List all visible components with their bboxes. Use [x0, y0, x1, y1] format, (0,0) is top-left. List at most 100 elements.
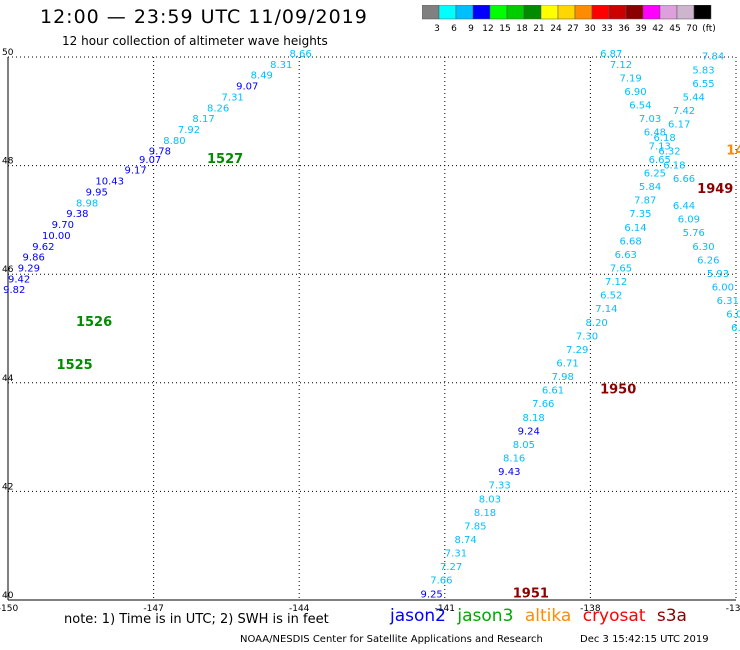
time-label: 1950 — [600, 383, 636, 398]
satellite-legend: jason2 jason3 altika cryosat s3a — [390, 606, 693, 626]
wave-height-label: 6.32 — [658, 147, 680, 158]
x-tick-label: -144 — [289, 604, 310, 614]
chart-title: 12:00 — 23:59 UTC 11/09/2019 — [40, 6, 368, 28]
wave-height-label: 9.78 — [149, 147, 171, 158]
x-tick-label: -147 — [143, 604, 163, 614]
wave-height-label: 7.87 — [634, 196, 656, 207]
wave-height-label: 8.20 — [586, 318, 608, 329]
wave-height-label: 9.86 — [23, 253, 45, 264]
wave-height-label: 9.70 — [52, 220, 74, 231]
colorbar-label: 36 — [618, 24, 630, 34]
wave-height-label: 9.62 — [32, 242, 54, 253]
wave-height-label: 7.31 — [222, 92, 244, 103]
colorbar-label: 30 — [584, 24, 596, 34]
wave-height-label: 9.07 — [236, 82, 258, 93]
wave-height-label: 6.63 — [615, 250, 637, 261]
wave-height-label: 7.31 — [445, 549, 467, 560]
wave-height-label: 8.74 — [455, 535, 477, 546]
wave-height-label: 7.30 — [576, 331, 598, 342]
colorbar-label: 45 — [669, 24, 680, 34]
wave-height-label: 6.26 — [697, 255, 719, 266]
colorbar-swatch — [693, 5, 712, 20]
wave-height-label: 7.12 — [605, 277, 627, 288]
wave-height-label: 7.33 — [488, 481, 510, 492]
wave-height-label: 8.16 — [503, 454, 525, 465]
wave-height-label: 8.26 — [207, 103, 229, 114]
wave-height-label: 6.06 — [726, 310, 740, 321]
wave-height-label: 7.14 — [595, 304, 617, 315]
wave-height-label: 5.84 — [639, 182, 661, 193]
wave-height-label: 8.49 — [251, 71, 273, 82]
colorbar-label: 15 — [499, 24, 510, 34]
wave-height-label: 6.17 — [668, 120, 690, 131]
wave-height-label: 9.25 — [421, 589, 443, 600]
y-tick-label: 42 — [2, 482, 13, 492]
wave-height-label: 6.31 — [717, 296, 739, 307]
wave-height-label: 7.12 — [610, 60, 632, 71]
time-label: 1949 — [697, 182, 733, 197]
sat-legend-altika: altika — [524, 606, 572, 626]
wave-height-label: 7.13 — [649, 141, 671, 152]
sat-legend-jason3: jason3 — [457, 606, 514, 626]
wave-height-label: 7.92 — [178, 125, 200, 136]
wave-height-label: 7.03 — [639, 114, 661, 125]
wave-height-label: 5.93 — [707, 269, 729, 280]
colorbar-label: (ft) — [702, 24, 716, 34]
wave-height-label: 6.48 — [644, 128, 666, 139]
wave-height-label: 7.66 — [532, 399, 554, 410]
wave-height-label: 6.25 — [644, 168, 666, 179]
wave-height-label: 7.29 — [566, 345, 588, 356]
wave-height-label: 8.80 — [163, 136, 185, 147]
wave-height-label: 8.05 — [513, 440, 535, 451]
colorbar-label: 39 — [635, 24, 647, 34]
wave-height-label: 6.66 — [673, 174, 695, 185]
wave-height-label: 8.66 — [289, 49, 311, 60]
wave-height-label: 6.30 — [692, 242, 714, 253]
wave-height-label: 9.95 — [86, 187, 108, 198]
wave-height-label: 7.19 — [620, 73, 642, 84]
time-label: 1526 — [76, 315, 112, 330]
x-tick-label: -135 — [726, 604, 740, 614]
wave-height-label: 8.31 — [270, 60, 292, 71]
wave-height-label: 6.52 — [600, 291, 622, 302]
wave-height-label: 7.42 — [673, 106, 695, 117]
wave-height-label: 10.43 — [95, 177, 124, 188]
wave-height-label: 6.44 — [673, 201, 695, 212]
footer-credit: NOAA/NESDIS Center for Satellite Applica… — [240, 634, 543, 645]
wave-height-label: 7.66 — [430, 576, 452, 587]
wave-height-label: 8.98 — [76, 198, 98, 209]
y-tick-label: 44 — [2, 374, 14, 384]
wave-height-label: 6.18 — [653, 133, 675, 144]
wave-height-label: 6.09 — [678, 215, 700, 226]
colorbar-label: 18 — [516, 24, 528, 34]
wave-height-label: 6.18 — [663, 160, 685, 171]
wave-height-label: 6.87 — [600, 49, 622, 60]
wave-height-label: 5.44 — [683, 92, 705, 103]
sat-legend-cryosat: cryosat — [582, 606, 646, 626]
colorbar-label: 3 — [434, 24, 440, 34]
wave-height-label: 9.43 — [498, 467, 520, 478]
colorbar-label: 27 — [567, 24, 578, 34]
wave-height-label: 6.90 — [624, 87, 646, 98]
wave-height-label: 6.14 — [624, 223, 646, 234]
wave-height-label: 9.07 — [139, 155, 161, 166]
wave-height-label: 6.54 — [629, 101, 651, 112]
wave-height-label: 6.55 — [692, 79, 714, 90]
x-tick-label: -150 — [0, 604, 18, 614]
y-tick-label: 46 — [2, 265, 14, 275]
colorbar-label: 21 — [533, 24, 544, 34]
wave-height-label: 6.61 — [542, 386, 564, 397]
wave-height-label: 5.76 — [683, 228, 705, 239]
wave-height-label: 7.85 — [464, 521, 486, 532]
sat-legend-s3a: s3a — [656, 606, 687, 626]
time-label: 1525 — [57, 358, 93, 373]
wave-height-label: 7.84 — [702, 52, 724, 63]
x-tick-label: -138 — [580, 604, 601, 614]
wave-height-label: 9.24 — [518, 426, 540, 437]
wave-height-label: 7.27 — [440, 562, 462, 573]
color-scale-legend: 3 6 9 12 15 18 21 24 27 30 33 36 39 42 45 70 (ft) — [422, 5, 716, 34]
colorbar-label: 12 — [482, 24, 493, 34]
wave-height-label: 5.83 — [692, 65, 714, 76]
colorbar-label: 24 — [550, 24, 562, 34]
wave-height-label: 8.18 — [522, 413, 544, 424]
